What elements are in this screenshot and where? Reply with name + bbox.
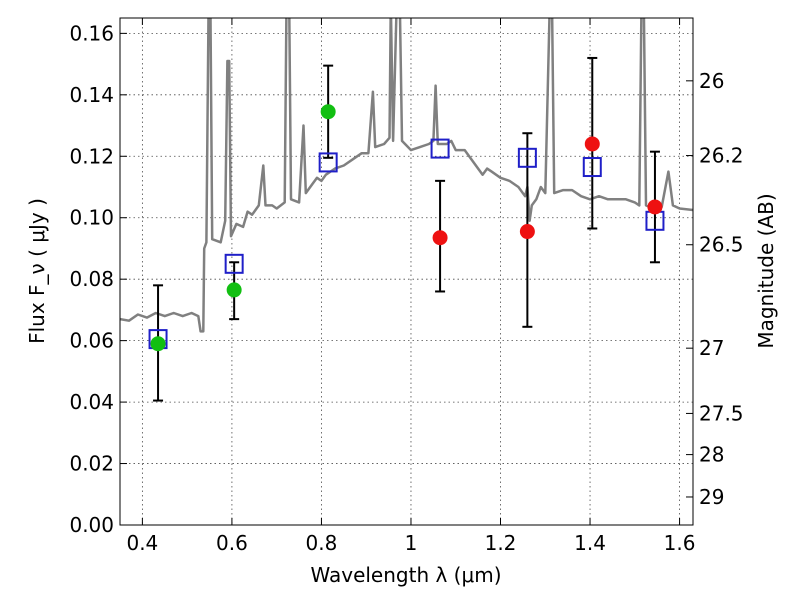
y-axis-title: Flux F_ν ( μJy ) [25, 198, 49, 344]
grid [120, 18, 693, 526]
observed-green-point [320, 104, 336, 120]
y-tick-label: 0.00 [69, 513, 114, 537]
right-tick-label: 26.2 [699, 144, 744, 168]
observed-red-point [432, 230, 448, 246]
right-tick-label: 27.5 [699, 401, 744, 425]
observed-red-point [584, 136, 600, 152]
x-tick-label: 0.4 [126, 531, 158, 555]
right-tick-label: 26 [699, 69, 724, 93]
y-tick-label: 0.14 [69, 83, 114, 107]
plot-area [120, 18, 693, 402]
model-photometry-square [582, 157, 602, 178]
observed-red-point [519, 224, 535, 240]
plot-background [120, 18, 693, 525]
y-tick-label: 0.08 [69, 267, 114, 291]
observed-points [150, 104, 663, 352]
axis-ticks: 0.4 0.6 0.8 1 1.2 1.4 1.6 0.00 0.02 0.04 0.06 0.08 0… [69, 18, 744, 555]
x-axis-title: Wavelength λ (μm) [310, 563, 501, 587]
model-photometry-square [517, 147, 537, 168]
y-tick-label: 0.10 [69, 206, 114, 230]
y-tick-label: 0.02 [69, 452, 114, 476]
y-tick-label: 0.12 [69, 144, 114, 168]
y-axis-right-title: Magnitude (AB) [754, 193, 778, 348]
y-tick-label: 0.04 [69, 390, 114, 414]
x-tick-label: 1.4 [574, 531, 606, 555]
x-tick-label: 1.6 [664, 531, 696, 555]
right-tick-label: 29 [699, 485, 724, 509]
x-tick-label: 1 [405, 531, 418, 555]
model-sed-line [120, 18, 693, 333]
plot-frame [119, 17, 694, 526]
x-tick-label: 0.6 [216, 531, 248, 555]
observed-green-point [226, 282, 242, 298]
x-tick-label: 0.8 [306, 531, 338, 555]
observed-red-point [647, 199, 663, 215]
x-tick-label: 1.2 [485, 531, 517, 555]
observed-green-point [150, 336, 166, 352]
right-tick-label: 27 [699, 336, 724, 360]
model-photometry-square [430, 138, 450, 159]
right-tick-label: 26.5 [699, 233, 744, 257]
y-tick-label: 0.16 [69, 21, 114, 45]
model-photometry-square [318, 152, 338, 173]
y-tick-label: 0.06 [69, 329, 114, 353]
right-tick-label: 28 [699, 443, 724, 467]
model-photometry-square [224, 253, 244, 274]
